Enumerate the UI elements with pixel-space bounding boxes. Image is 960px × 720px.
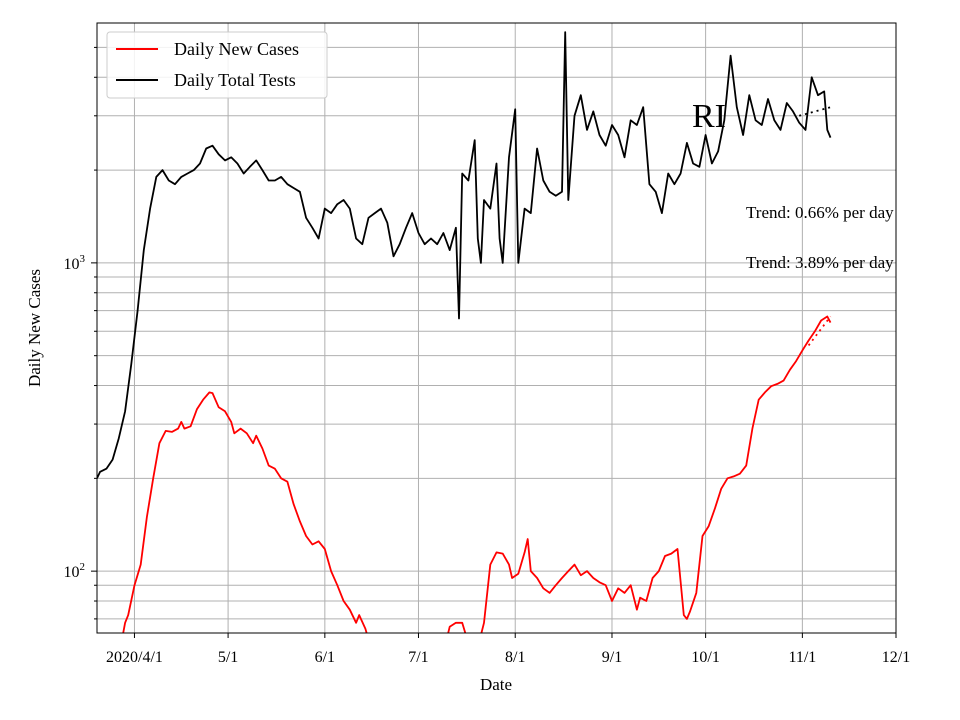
series-line-daily-new-cases (122, 315, 832, 633)
axes: 2020/4/1 5/1 6/1 7/1 8/1 9/1 10/1 11/1 12/1 102 10… (64, 46, 910, 666)
trend-tests-label: Trend: 0.66% per day (746, 203, 894, 222)
legend: Daily New Cases Daily Total Tests (106, 31, 328, 99)
trend-line-cases (807, 315, 832, 346)
x-tick-label: 11/1 (788, 649, 816, 666)
legend-box (106, 31, 328, 99)
x-tick-label: 8/1 (505, 649, 525, 666)
x-tick-label: 7/1 (408, 649, 428, 666)
plot-frame (96, 22, 897, 634)
legend-label-tests: Daily Total Tests (174, 70, 296, 90)
series-line-daily-total-tests (97, 31, 832, 479)
x-tick-label: 2020/4/1 (106, 649, 163, 666)
x-axis-label: Date (480, 675, 512, 694)
y-axis-label: Daily New Cases (25, 269, 44, 387)
x-tick-label: 12/1 (882, 649, 910, 666)
legend-label-cases: Daily New Cases (174, 39, 299, 59)
series-layer (97, 31, 832, 633)
x-tick-label: 10/1 (691, 649, 719, 666)
x-tick-label: 6/1 (315, 649, 335, 666)
state-label: RI (692, 98, 726, 135)
x-tick-label: 5/1 (218, 649, 238, 666)
y-tick-label: 102 (64, 561, 86, 581)
grid-lines (97, 23, 897, 633)
x-tick-label: 9/1 (602, 649, 622, 666)
y-tick-label: 103 (64, 253, 86, 273)
trend-cases-label: Trend: 3.89% per day (746, 253, 894, 272)
